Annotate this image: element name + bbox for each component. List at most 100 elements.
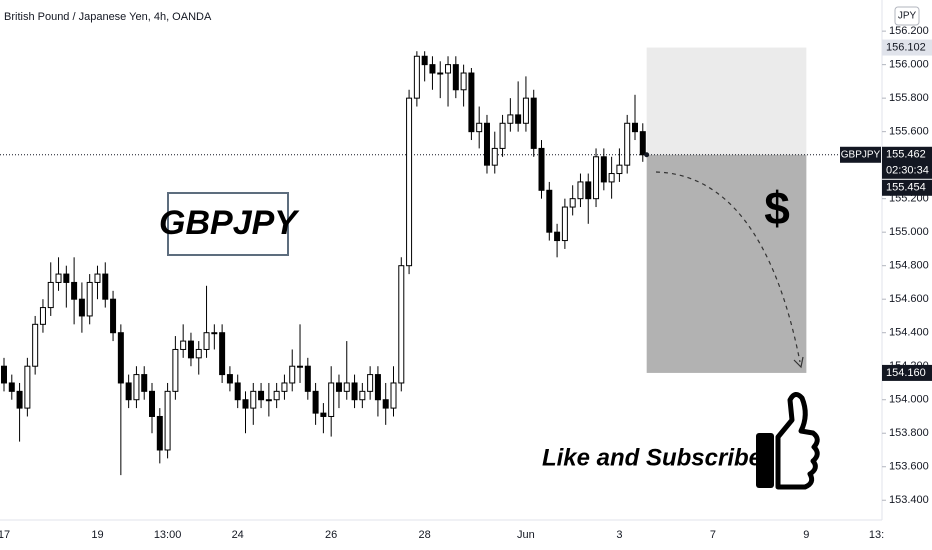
candle-body [312, 390, 319, 414]
candle-body [639, 131, 646, 156]
currency-label: JPY [898, 11, 917, 22]
candle-body [16, 390, 23, 409]
x-tick-label: Jun [517, 529, 535, 541]
candle-body [530, 97, 537, 149]
candle-body [351, 382, 358, 401]
candle-body [71, 281, 78, 300]
annotation-box [167, 192, 289, 256]
candle-body [328, 382, 335, 417]
candle-body [437, 72, 444, 75]
candle-body [546, 189, 553, 233]
y-tick-label: 155.800 [889, 92, 929, 104]
candle-body [172, 348, 179, 392]
candle-body [624, 122, 631, 166]
candle-body [600, 156, 607, 183]
candle-body [491, 147, 498, 166]
candle-body [569, 198, 576, 208]
x-tick-label: 26 [325, 529, 337, 541]
candle-body [133, 374, 140, 401]
candle-body [421, 55, 428, 66]
candle-body [507, 114, 514, 124]
candle-body [78, 298, 85, 317]
x-tick-label: 17 [0, 529, 10, 541]
candle-body [452, 64, 459, 91]
symbol-badge [840, 146, 881, 163]
thumbs-up-icon [756, 392, 820, 490]
candle-body [367, 374, 374, 392]
x-tick-label: 13: [869, 529, 884, 541]
arrow-head [793, 356, 804, 369]
last-price-badge [882, 146, 932, 179]
candle-body [281, 382, 288, 392]
y-tick-label: 153.600 [889, 461, 929, 473]
entry-marker [644, 152, 650, 158]
thumb-hand [775, 392, 820, 490]
y-tick-label: 153.800 [889, 427, 929, 439]
y-tick-label: 156.200 [889, 25, 929, 37]
x-tick-label: 7 [710, 529, 716, 541]
candle-body [554, 231, 561, 242]
thumb-cuff [756, 433, 774, 488]
candle-body [538, 147, 545, 191]
candle-body [522, 97, 529, 124]
candle-body [94, 273, 101, 283]
y-tick-label: 154.000 [889, 394, 929, 406]
candle-body [445, 64, 452, 74]
y-tick-label: 155.600 [889, 126, 929, 138]
candle-body [460, 72, 467, 91]
candle-body [585, 181, 592, 200]
candle-body [320, 412, 327, 417]
candle-body [577, 181, 584, 200]
annotation-subscribe: Like and Subscribe [542, 444, 762, 471]
x-tick-label: 3 [616, 529, 622, 541]
candle-body [195, 348, 202, 359]
candle-body [413, 55, 420, 99]
candle-body [304, 365, 311, 392]
candle-body [273, 390, 280, 401]
stop-zone [646, 154, 807, 373]
candle-body [47, 281, 54, 309]
x-tick-label: 9 [803, 529, 809, 541]
candle-body [631, 122, 638, 133]
candle-body [149, 390, 156, 417]
x-tick-label: 24 [232, 529, 244, 541]
currency-box [894, 6, 920, 26]
candle-body [110, 298, 117, 334]
candle-body [335, 382, 342, 392]
candle-body [86, 281, 93, 317]
y-tick-label: 154.600 [889, 293, 929, 305]
candle-body [24, 365, 31, 409]
candle-body [242, 399, 249, 409]
target-zone [646, 47, 807, 155]
candle-body [55, 273, 62, 283]
candle-body [164, 390, 171, 451]
candle-body [141, 374, 148, 392]
candle-body [616, 164, 623, 175]
y-tick-label: 155.000 [889, 226, 929, 238]
candle-body [265, 399, 272, 402]
candle-body [250, 390, 257, 409]
candle-body [359, 390, 366, 401]
candle-body [1, 365, 7, 384]
candle-body [102, 273, 109, 300]
candle-body [219, 332, 226, 376]
candle-body [117, 332, 124, 384]
candle-body [429, 64, 436, 74]
y-tick-label: 156.000 [889, 59, 929, 71]
candle-body [382, 399, 389, 409]
candle-body [374, 374, 381, 401]
stop-badge [882, 364, 932, 381]
candle-body [468, 72, 475, 133]
candle-body [608, 173, 615, 183]
candle-body [234, 382, 241, 401]
plot-area [0, 47, 882, 476]
candle-body [226, 374, 233, 384]
marker-badge [882, 179, 932, 196]
candle-body [343, 382, 350, 392]
candle-body [187, 340, 194, 359]
candle-body [180, 340, 187, 350]
stop-badge-label: 154.160 [886, 367, 926, 379]
projection-arrow [655, 171, 801, 363]
y-tick-label: 154.400 [889, 327, 929, 339]
